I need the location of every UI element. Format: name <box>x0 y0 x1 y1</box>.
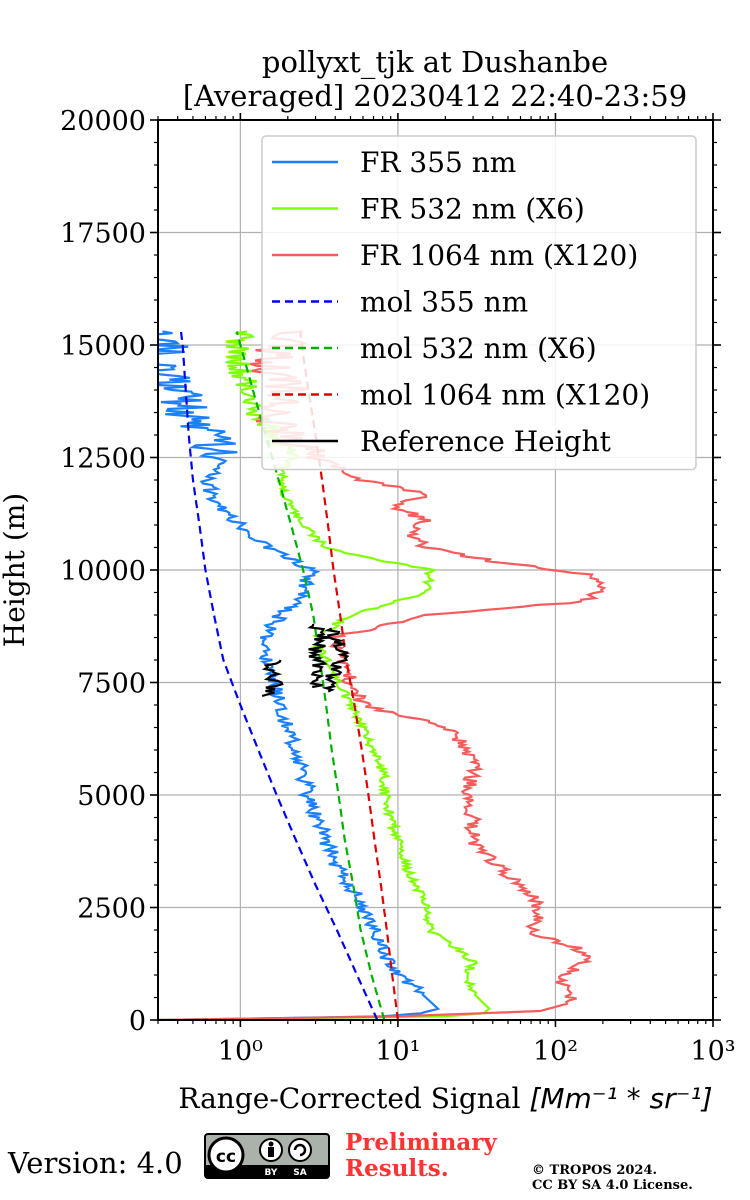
x-tick-label: 10³ <box>690 1036 735 1067</box>
y-tick-label: 0 <box>129 1006 146 1037</box>
legend-entry-fr-532-nm-x6: FR 532 nm (X6) <box>360 193 585 226</box>
y-tick-label: 20000 <box>60 106 146 137</box>
copyright-notice: © TROPOS 2024. CC BY SA 4.0 License. <box>532 1163 693 1193</box>
svg-text:BY: BY <box>265 1168 278 1178</box>
x-axis-label-text: Range-Corrected Signal <box>178 1082 529 1115</box>
x-tick-label: 10⁰ <box>218 1036 263 1067</box>
preliminary-results-label: Preliminary Results. <box>345 1130 497 1182</box>
y-tick-label: 12500 <box>60 444 146 475</box>
chart-title-line2: [Averaged] 20230412 22:40-23:59 <box>182 79 688 113</box>
legend-entry-fr-355-nm: FR 355 nm <box>360 146 516 179</box>
legend-entry-mol-355-nm: mol 355 nm <box>360 286 528 319</box>
series-line-reference-height-1 <box>261 659 284 698</box>
legend: FR 355 nm FR 532 nm (X6) FR 1064 nm (X120)… <box>261 135 697 471</box>
legend-entry-mol-1064-nm-x120: mol 1064 nm (X120) <box>360 379 650 412</box>
svg-text:SA: SA <box>293 1168 306 1178</box>
y-tick-label: 15000 <box>60 331 146 362</box>
y-tick-label: 7500 <box>77 669 146 700</box>
copyright-line2: CC BY SA 4.0 License. <box>532 1178 693 1193</box>
chart-title-line1: pollyxt_tjk at Dushanbe <box>261 45 609 79</box>
y-axis-label: Height (m) <box>0 493 31 647</box>
series-line-reference-height-3 <box>321 627 350 693</box>
y-tick-label: 10000 <box>60 556 146 587</box>
copyright-line1: © TROPOS 2024. <box>532 1163 658 1178</box>
series-line-reference-height-2 <box>307 623 329 689</box>
y-tick-label: 5000 <box>77 781 146 812</box>
x-axis-label-unit: [Mm⁻¹ * sr⁻¹] <box>529 1082 712 1115</box>
legend-box <box>261 135 697 471</box>
x-tick-label: 10² <box>533 1036 578 1067</box>
preliminary-line2: Results. <box>345 1155 449 1182</box>
tick-marks: 10⁰ 10¹ 10² 10³ 0 2500 5000 7500 10000 12500 15000… <box>60 106 736 1067</box>
x-axis-label: Range-Corrected Signal [Mm⁻¹ * sr⁻¹] <box>178 1082 712 1115</box>
y-tick-label: 2500 <box>77 894 146 925</box>
legend-entry-fr-1064-nm-x120: FR 1064 nm (X120) <box>360 239 638 272</box>
x-tick-label: 10¹ <box>375 1036 420 1067</box>
cc-by-sa-logo: cc BY SA <box>204 1133 330 1179</box>
legend-entry-reference-height: Reference Height <box>360 425 612 458</box>
y-tick-label: 17500 <box>60 219 146 250</box>
preliminary-line1: Preliminary <box>345 1129 497 1156</box>
svg-text:cc: cc <box>216 1147 236 1167</box>
version-label: Version: 4.0 <box>8 1146 183 1180</box>
legend-entry-mol-532-nm-x6: mol 532 nm (X6) <box>360 332 597 365</box>
